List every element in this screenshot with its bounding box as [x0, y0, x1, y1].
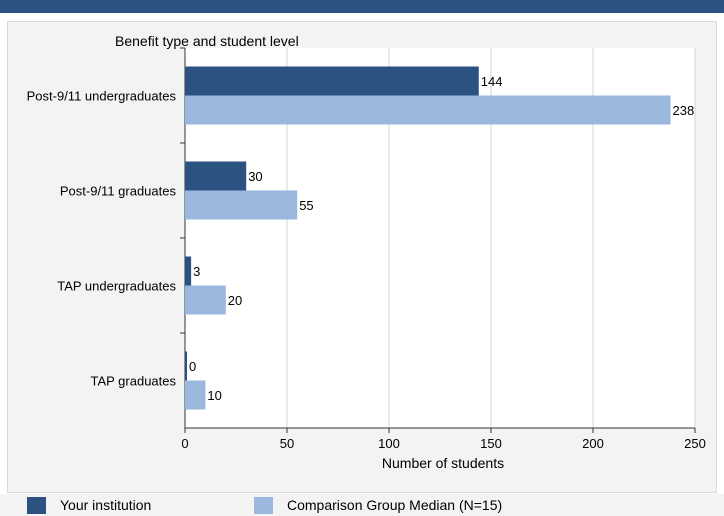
x-axis-title: Number of students: [382, 455, 504, 471]
value-label-your-institution-tap-graduates: 0: [189, 359, 196, 374]
value-label-your-institution-post-9-11-undergraduates: 144: [481, 74, 503, 89]
bar-comparison-group-median-n-15-post-9-11-undergraduates: [185, 95, 671, 125]
legend-label-your-institution: Your institution: [60, 497, 152, 513]
x-tick-label-200: 200: [582, 436, 604, 451]
bar-comparison-group-median-n-15-tap-undergraduates: [185, 285, 226, 315]
category-label-tap-undergraduates: TAP undergraduates: [57, 279, 176, 294]
legend-item-your-institution: Your institution: [27, 494, 151, 516]
x-tick-label-0: 0: [181, 436, 188, 451]
bar-your-institution-post-9-11-undergraduates: [185, 66, 479, 96]
bar-comparison-group-median-n-15-post-9-11-graduates: [185, 190, 298, 220]
legend-item-comparison-group: Comparison Group Median (N=15): [254, 494, 502, 516]
category-label-post-9-11-graduates: Post-9/11 graduates: [60, 184, 177, 199]
value-label-your-institution-tap-undergraduates: 3: [193, 264, 200, 279]
header-band: [0, 0, 724, 13]
category-label-tap-graduates: TAP graduates: [90, 374, 176, 389]
category-label-post-9-11-undergraduates: Post-9/11 undergraduates: [27, 89, 177, 104]
group-axis-title: Benefit type and student level: [115, 33, 299, 49]
bar-your-institution-tap-undergraduates: [185, 256, 192, 286]
value-label-your-institution-post-9-11-graduates: 30: [248, 169, 262, 184]
legend-label-comparison-group: Comparison Group Median (N=15): [287, 497, 503, 513]
x-tick-label-50: 50: [280, 436, 294, 451]
bar-your-institution-post-9-11-graduates: [185, 161, 247, 191]
legend-swatch-comparison-group: [254, 496, 273, 514]
value-label-comparison-group-median-n-15-tap-graduates: 10: [207, 388, 221, 403]
legend: Your institution Comparison Group Median…: [0, 494, 724, 516]
x-tick-label-100: 100: [378, 436, 400, 451]
bar-comparison-group-median-n-15-tap-graduates: [185, 380, 206, 410]
x-tick-label-150: 150: [480, 436, 502, 451]
value-label-comparison-group-median-n-15-post-9-11-undergraduates: 238: [673, 103, 695, 118]
legend-swatch-your-institution: [27, 496, 46, 514]
header-band-rule: [0, 13, 724, 16]
value-label-comparison-group-median-n-15-tap-undergraduates: 20: [228, 293, 242, 308]
bar-your-institution-tap-graduates: [185, 351, 187, 381]
value-label-comparison-group-median-n-15-post-9-11-graduates: 55: [299, 198, 313, 213]
x-tick-label-250: 250: [684, 436, 706, 451]
